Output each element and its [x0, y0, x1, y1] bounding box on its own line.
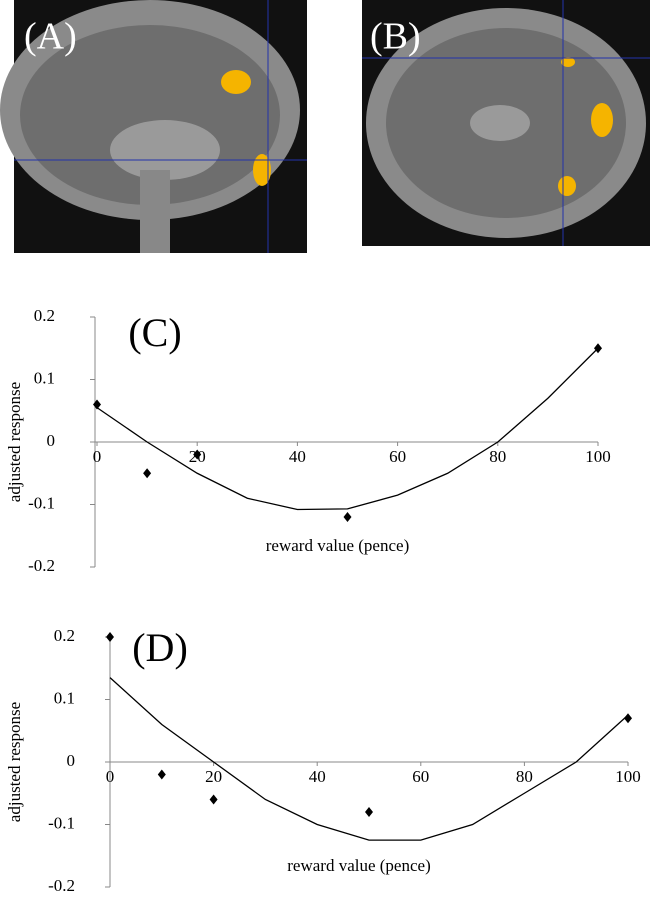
y-axis-label: adjusted response — [5, 382, 24, 502]
x-tick-label: 40 — [309, 767, 326, 786]
y-tick-label: 0 — [67, 751, 76, 770]
activation — [561, 57, 575, 67]
x-tick-label: 0 — [93, 447, 102, 466]
data-point — [343, 512, 352, 522]
y-tick-label: -0.1 — [48, 813, 75, 832]
panel-label: (A) — [24, 16, 77, 58]
data-point — [93, 399, 101, 410]
x-tick-label: 0 — [106, 767, 115, 786]
fit-curve — [96, 347, 599, 511]
x-tick-label: 100 — [615, 767, 641, 786]
image-a: (A) — [0, 0, 307, 253]
activation — [558, 176, 576, 196]
y-tick-label: -0.1 — [28, 493, 55, 512]
data-point — [143, 468, 152, 479]
fit-curve — [109, 677, 629, 841]
x-tick-label: 100 — [585, 447, 611, 466]
y-tick-label: 0.1 — [34, 368, 55, 387]
structure — [110, 120, 220, 180]
image-b: (B) — [362, 0, 650, 246]
x-tick-label: 80 — [489, 447, 506, 466]
x-tick-label: 60 — [389, 447, 406, 466]
data-point — [106, 632, 114, 642]
data-point — [624, 713, 632, 724]
x-tick-label: 60 — [412, 767, 429, 786]
x-axis-label: reward value (pence) — [287, 856, 430, 875]
x-tick-label: 20 — [205, 767, 222, 786]
data-point — [594, 343, 602, 354]
panel-label: (C) — [128, 310, 181, 355]
y-tick-label: 0.2 — [54, 626, 75, 645]
y-tick-label: 0.2 — [34, 306, 55, 325]
x-axis-label: reward value (pence) — [266, 536, 409, 555]
activation — [591, 103, 613, 137]
y-tick-label: 0 — [47, 431, 56, 450]
stem — [140, 170, 170, 253]
activation — [221, 70, 251, 94]
y-axis-label: adjusted response — [5, 702, 24, 822]
data-point — [209, 794, 218, 805]
y-tick-label: -0.2 — [28, 556, 55, 575]
y-tick-label: 0.1 — [54, 688, 75, 707]
panel-label: (B) — [370, 16, 421, 58]
data-point — [365, 807, 373, 817]
y-tick-label: -0.2 — [48, 876, 75, 895]
data-point — [193, 449, 202, 460]
panel-label: (D) — [132, 625, 188, 670]
x-tick-label: 80 — [516, 767, 533, 786]
data-point — [157, 769, 166, 780]
x-tick-label: 40 — [289, 447, 306, 466]
structure — [470, 105, 530, 141]
activation — [253, 154, 271, 186]
